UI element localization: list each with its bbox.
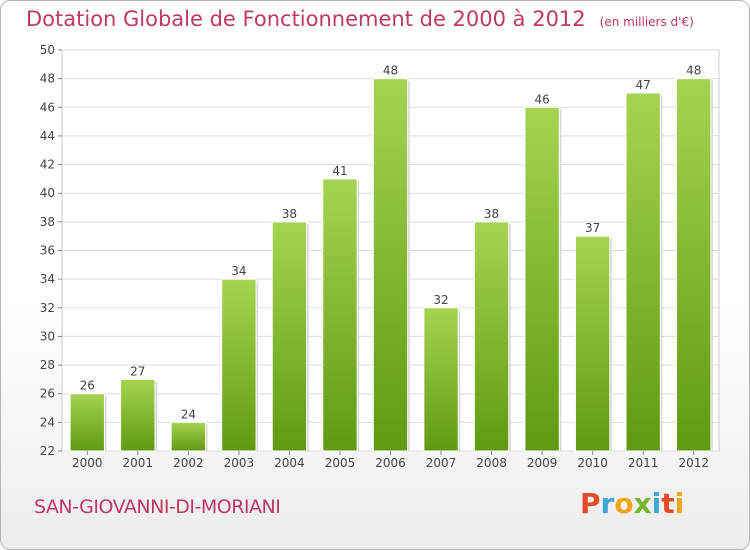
chart-unit: (en milliers d'€) xyxy=(599,15,694,29)
bar-2003 xyxy=(221,278,257,452)
bar-value-label: 47 xyxy=(636,78,651,92)
x-tick-label: 2006 xyxy=(375,456,406,470)
bar-2011 xyxy=(625,92,661,452)
y-tick-label: 48 xyxy=(40,72,55,86)
x-tick-label: 2012 xyxy=(678,456,709,470)
logo-letter: r xyxy=(600,487,615,520)
logo-letter: P xyxy=(580,487,601,520)
x-tick-label: 2005 xyxy=(325,456,356,470)
y-tick-label: 44 xyxy=(40,129,55,143)
y-tick-label: 34 xyxy=(40,272,55,286)
y-tick-label: 30 xyxy=(40,329,55,343)
y-tick-label: 28 xyxy=(40,358,55,372)
y-tick-label: 42 xyxy=(40,158,55,172)
x-tick-label: 2002 xyxy=(173,456,204,470)
bar-value-label: 48 xyxy=(686,64,701,78)
x-tick-label: 2010 xyxy=(577,456,608,470)
y-tick-label: 26 xyxy=(40,387,55,401)
bar-2004 xyxy=(271,221,308,452)
bar-2000 xyxy=(69,393,105,452)
y-tick-label: 50 xyxy=(40,43,55,57)
y-tick-label: 24 xyxy=(40,415,55,429)
x-tick-label: 2004 xyxy=(274,456,305,470)
logo-letter: i xyxy=(651,487,662,520)
axis-layer: 22 24 26 28 30 32 34 36 38 40 42 44 46 48 50 2000 2001 20… xyxy=(40,43,709,470)
bar-value-label: 38 xyxy=(484,207,499,221)
y-tick-label: 22 xyxy=(40,444,55,458)
logo-letter: t xyxy=(661,487,675,520)
bar-2009 xyxy=(524,106,560,452)
bar-value-label: 41 xyxy=(332,164,347,178)
logo-letter: x xyxy=(633,487,652,520)
bar-2012 xyxy=(676,78,712,452)
x-tick-label: 2003 xyxy=(224,456,255,470)
y-tick-label: 46 xyxy=(40,100,55,114)
y-tick-label: 40 xyxy=(40,186,55,200)
y-tick-label: 36 xyxy=(40,244,55,258)
x-tick-label: 2009 xyxy=(527,456,558,470)
chart-title-block: Dotation Globale de Fonctionnement de 20… xyxy=(26,7,694,31)
x-tick-label: 2000 xyxy=(72,456,103,470)
bar-value-label: 37 xyxy=(585,221,600,235)
commune-name: SAN-GIOVANNI-DI-MORIANI xyxy=(34,496,281,518)
logo-letter: i xyxy=(674,487,685,520)
bar-value-label: 32 xyxy=(433,293,448,307)
bar-2008 xyxy=(473,221,510,452)
bar-value-label: 48 xyxy=(383,64,398,78)
bar-value-label: 27 xyxy=(130,364,145,378)
bar-2010 xyxy=(574,235,611,452)
bar-2002 xyxy=(170,421,207,452)
y-tick-label: 32 xyxy=(40,301,55,315)
bar-2006 xyxy=(372,78,409,452)
chart-title: Dotation Globale de Fonctionnement de 20… xyxy=(26,7,586,31)
x-tick-label: 2007 xyxy=(426,456,457,470)
bar-2001 xyxy=(120,378,156,452)
x-tick-label: 2011 xyxy=(628,456,659,470)
bar-2007 xyxy=(423,307,459,452)
x-tick-label: 2008 xyxy=(476,456,507,470)
bar-value-label: 34 xyxy=(231,264,246,278)
bar-value-label: 38 xyxy=(282,207,297,221)
bar-value-label: 46 xyxy=(534,92,549,106)
bar-value-label: 24 xyxy=(181,407,196,421)
proxiti-logo: Proxiti xyxy=(580,487,684,520)
bar-value-label: 26 xyxy=(80,379,95,393)
y-tick-label: 38 xyxy=(40,215,55,229)
bar-layer: 26 27 24 34 38 41 48 32 38 46 37 47 48 xyxy=(69,64,713,452)
x-tick-label: 2001 xyxy=(123,456,154,470)
bar-2005 xyxy=(322,178,358,452)
logo-letter: o xyxy=(614,487,634,520)
